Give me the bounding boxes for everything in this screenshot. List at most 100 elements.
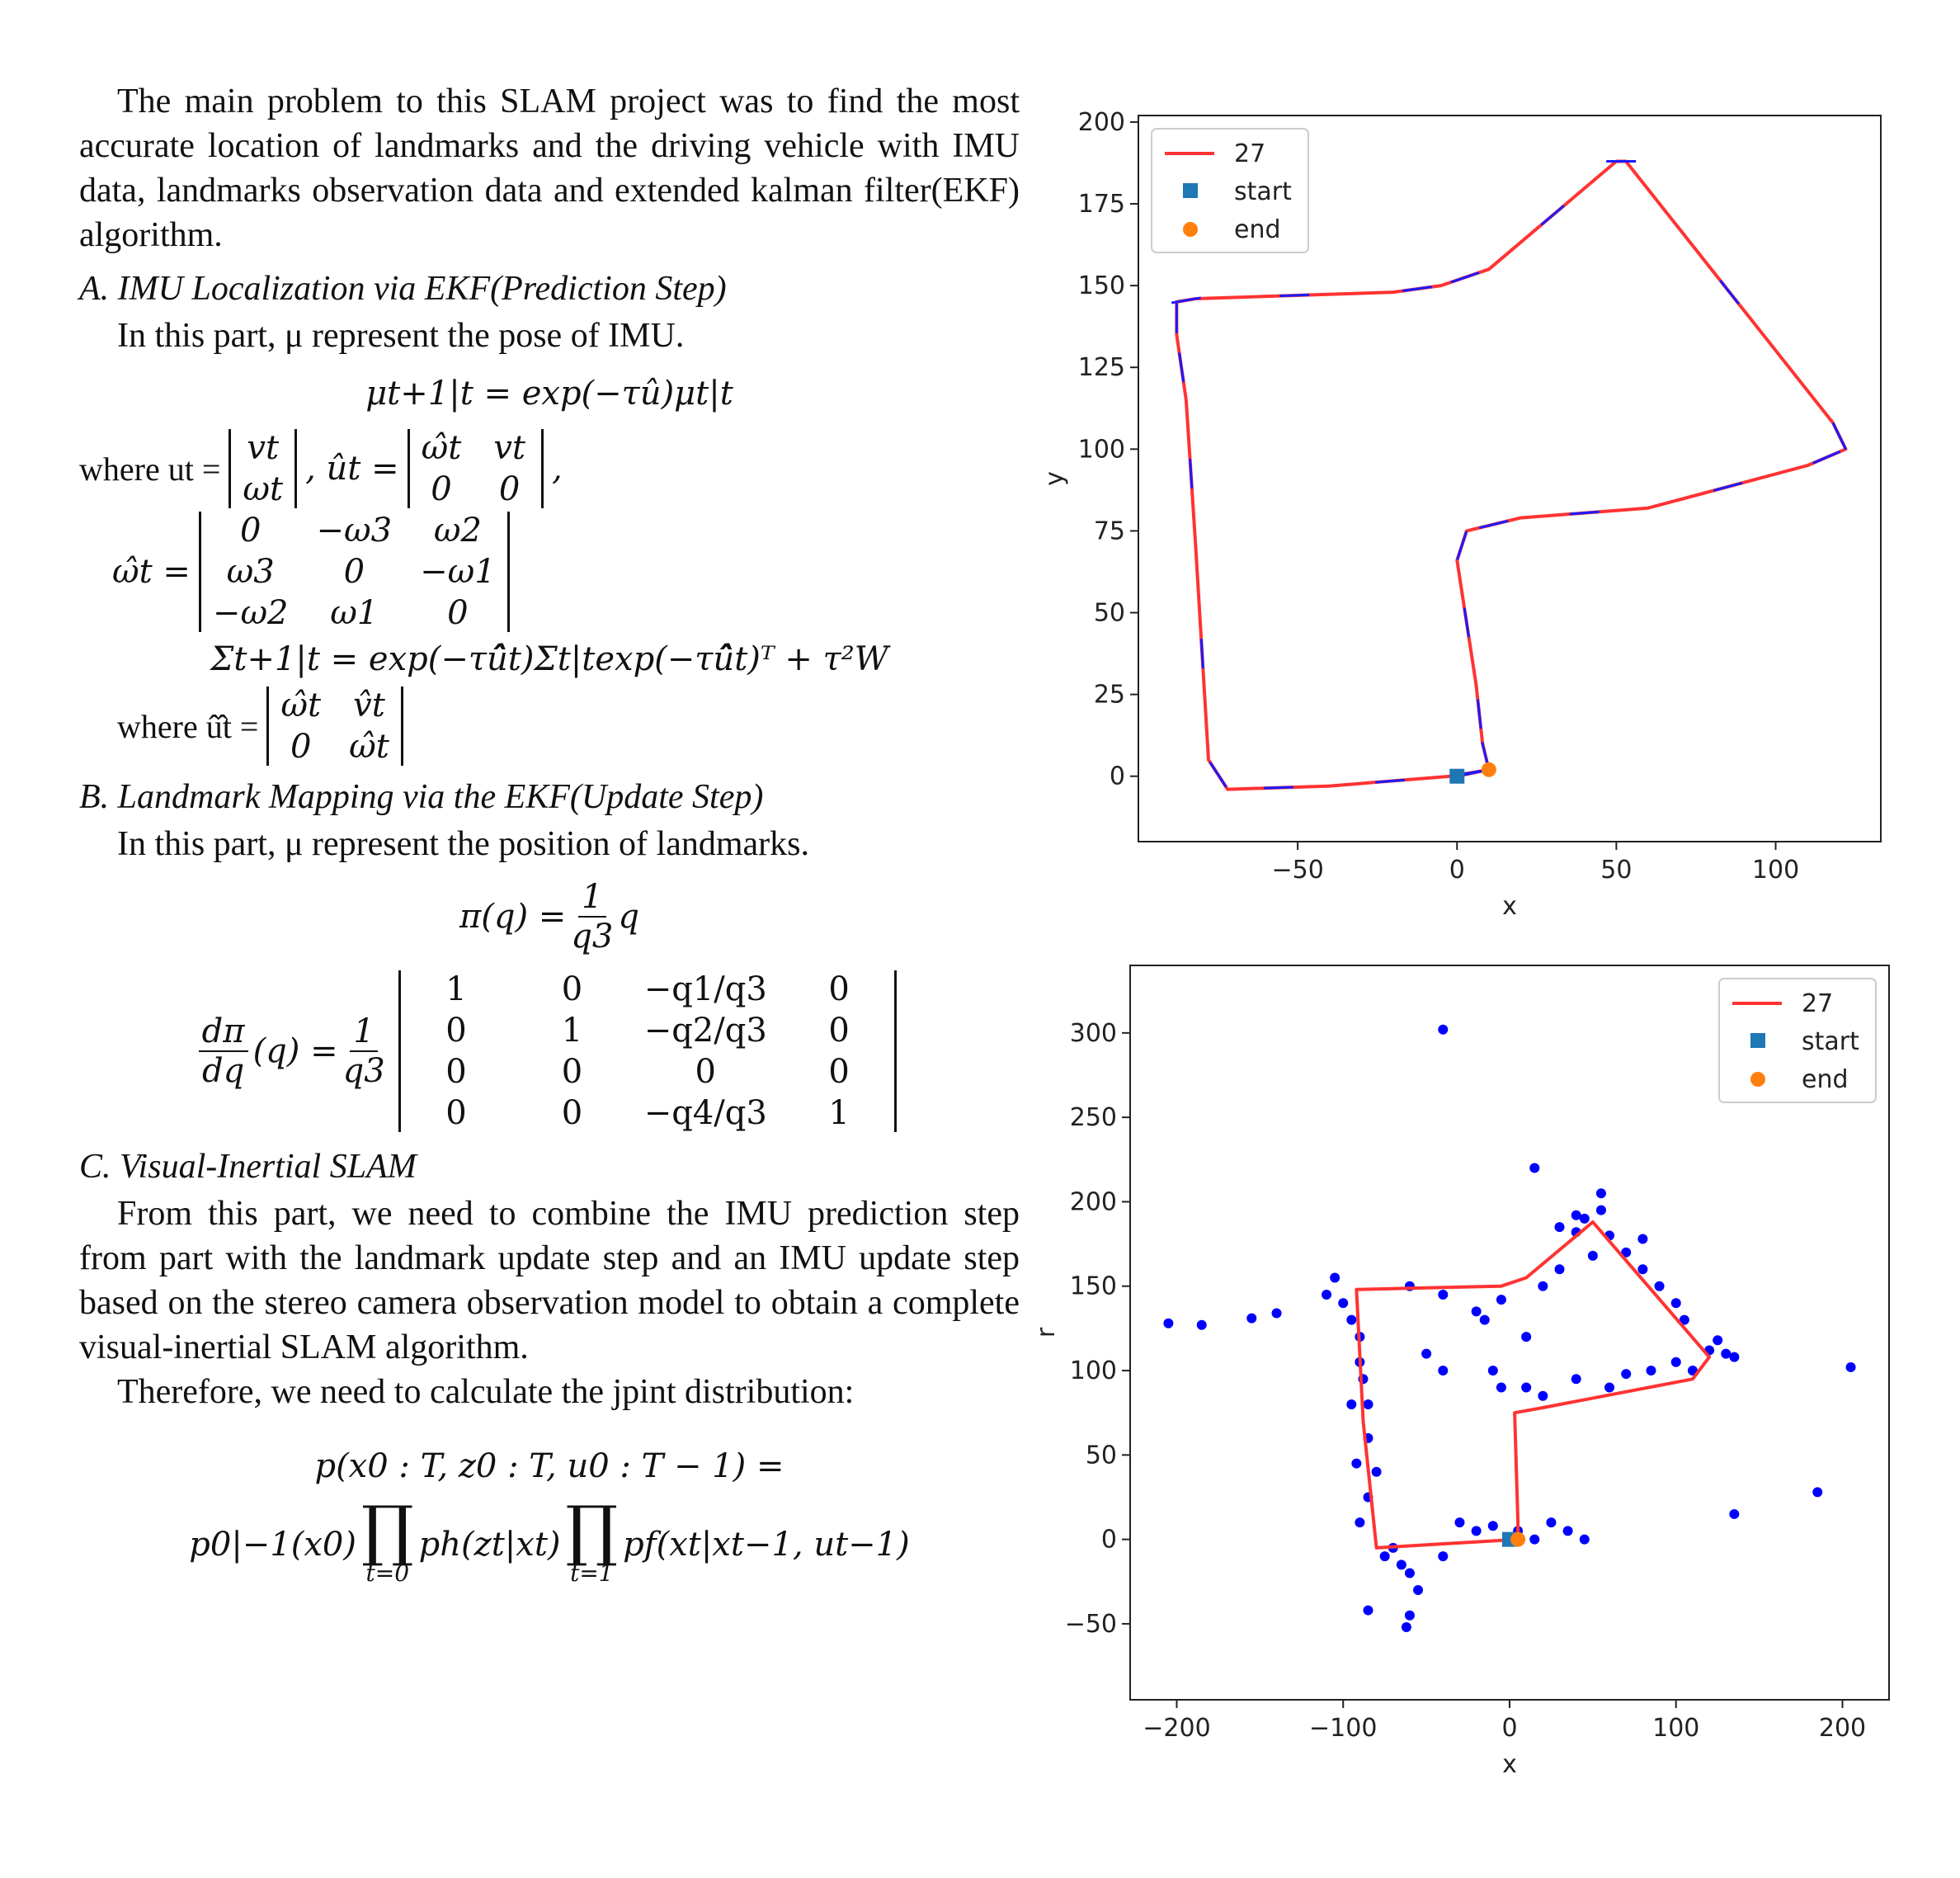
dpi-cell: −q4/q3 — [643, 1094, 767, 1132]
legend-label: 27 — [1802, 989, 1833, 1018]
landmark-point — [1421, 1348, 1432, 1359]
x-tick-label: 50 — [1600, 856, 1632, 885]
joint-p0: p0|−1(x0) — [189, 1525, 356, 1564]
legend-label: end — [1234, 215, 1281, 244]
dpi-cell: 0 — [561, 970, 583, 1008]
u-hat-cell: vt — [493, 429, 525, 467]
u2-cell: ω̂t — [349, 728, 389, 766]
landmark-point — [1546, 1517, 1557, 1528]
landmark-point — [1670, 1357, 1681, 1367]
landmark-point — [1538, 1390, 1548, 1401]
legend-label: start — [1802, 1027, 1859, 1056]
landmark-point — [1363, 1399, 1373, 1409]
equation-projection-derivative: dπ dq (q) = 1 q3 1 0 −q1/q3 0 0 1 −q2/q3… — [79, 970, 1020, 1132]
landmark-point — [1529, 1163, 1540, 1173]
landmark-point — [1246, 1313, 1257, 1324]
x-tick-label: −100 — [1309, 1714, 1377, 1743]
section-a-title: A. IMU Localization via EKF(Prediction S… — [79, 270, 727, 308]
dpi-denominator: dq — [202, 1052, 245, 1090]
y-tick-label: 50 — [1094, 599, 1125, 628]
pose-arrow — [1812, 450, 1841, 465]
y-tick-label: 50 — [1086, 1441, 1117, 1470]
product-operator-1: ∏ t=0 — [360, 1492, 414, 1588]
landmark-point — [1579, 1213, 1590, 1224]
legend-box — [1718, 978, 1877, 1103]
u-hat-cell: ω̂t — [421, 429, 462, 467]
landmark-point — [1371, 1466, 1382, 1477]
landmark-point — [1351, 1458, 1362, 1469]
landmark-point — [1595, 1188, 1606, 1199]
x-tick-label: 0 — [1501, 1714, 1517, 1743]
landmark-point — [1721, 1348, 1731, 1359]
landmark-point — [1812, 1487, 1823, 1498]
trajectory-line — [1355, 1220, 1712, 1550]
y-tick-label: 200 — [1070, 1187, 1117, 1216]
end-marker — [1481, 762, 1496, 777]
landmark-point — [1571, 1210, 1581, 1220]
y-tick-label: 0 — [1101, 1526, 1117, 1555]
dpi-scale-numerator: 1 — [350, 1012, 378, 1052]
pose-arrow — [1476, 699, 1482, 729]
landmark-point — [1496, 1295, 1506, 1305]
landmark-point — [1454, 1517, 1465, 1528]
u-hat-label: , ût = — [305, 450, 399, 488]
dpi-fraction: dπ dq — [198, 1012, 248, 1090]
intro-paragraph: The main problem to this SLAM project wa… — [79, 83, 1020, 254]
pose-arrow — [1178, 352, 1185, 383]
pose-arrow — [1831, 422, 1848, 451]
u2-cell: v̂t — [353, 687, 385, 724]
legend-label: 27 — [1234, 139, 1265, 168]
pose-arrow — [1456, 531, 1468, 560]
product-1-subscript: t=0 — [365, 1559, 410, 1587]
landmark-point — [1487, 1366, 1498, 1376]
dpi-cell: 0 — [561, 1094, 583, 1132]
dpi-cell: 0 — [695, 1053, 716, 1091]
landmark-point — [1538, 1281, 1548, 1291]
dpi-cell: −q2/q3 — [643, 1012, 767, 1050]
landmark-point — [1401, 1622, 1411, 1633]
y-tick-label: 150 — [1078, 271, 1125, 300]
legend-end-swatch — [1750, 1072, 1765, 1087]
y-tick-label: 75 — [1094, 517, 1125, 545]
end-marker — [1510, 1531, 1526, 1547]
y-tick-label: 100 — [1070, 1357, 1117, 1385]
legend-end-swatch — [1183, 222, 1198, 237]
y-tick-label: 0 — [1110, 762, 1125, 791]
dpi-cell: 0 — [828, 1053, 850, 1091]
omega-cell: −ω1 — [420, 553, 496, 591]
pose-arrow — [1478, 519, 1509, 530]
landmark-point — [1330, 1272, 1340, 1283]
x-tick-label: 100 — [1652, 1714, 1699, 1743]
landmark-point — [1554, 1222, 1565, 1233]
landmark-point — [1404, 1568, 1415, 1578]
landmark-point — [1471, 1526, 1482, 1536]
x-tick-label: −200 — [1143, 1714, 1210, 1743]
pose-arrow — [1171, 296, 1201, 304]
landmark-point — [1595, 1205, 1606, 1215]
x-tick-label: 200 — [1819, 1714, 1866, 1743]
landmark-point — [1646, 1366, 1656, 1376]
omega-cell: 0 — [343, 553, 365, 591]
landmark-point — [1670, 1298, 1681, 1309]
omega-cell: 0 — [239, 512, 261, 550]
u-matrix-cell: vt — [247, 429, 280, 467]
landmark-point — [1637, 1264, 1648, 1275]
pose-arrow — [1719, 280, 1740, 305]
dpi-scale-denominator: q3 — [342, 1052, 385, 1090]
dpi-cell: 0 — [445, 1094, 467, 1132]
landmark-point — [1479, 1314, 1490, 1325]
product-2-subscript: t=1 — [570, 1559, 614, 1587]
x-tick-label: −50 — [1271, 856, 1323, 885]
equation-prediction-mean: μt+1|t = exp(−τû)μt|t — [365, 375, 733, 413]
u-matrix: vt ωt — [229, 429, 298, 508]
landmark-point — [1322, 1289, 1332, 1300]
pose-arrow — [1209, 761, 1227, 788]
equation-joint-lhs: p(x0 : T, z0 : T, u0 : T − 1) = — [314, 1447, 784, 1485]
landmark-point — [1163, 1318, 1174, 1328]
landmark-point — [1621, 1247, 1632, 1258]
joint-pf: pf(xt|xt−1, ut−1) — [623, 1525, 910, 1564]
dpi-numerator: dπ — [198, 1012, 248, 1052]
where-u2-label: where û̂t = — [117, 707, 259, 745]
pose-arrow — [1199, 639, 1204, 669]
legend-label: end — [1802, 1065, 1849, 1094]
